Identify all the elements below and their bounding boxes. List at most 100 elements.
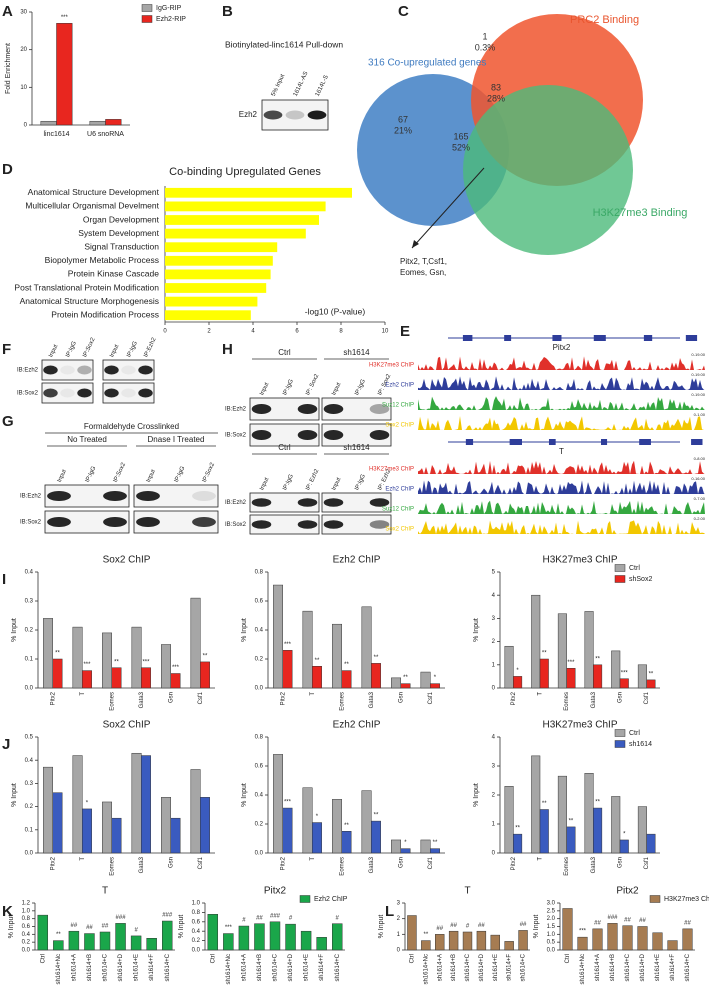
gene-exon bbox=[593, 335, 606, 341]
bar bbox=[99, 931, 111, 951]
track-signal bbox=[418, 416, 705, 430]
bar bbox=[170, 817, 181, 854]
lane-label: Input bbox=[331, 477, 342, 492]
group-label: Ctrl bbox=[278, 443, 291, 452]
y-tick-label: 4 bbox=[492, 593, 496, 599]
significance-label: # bbox=[134, 927, 138, 933]
bar bbox=[82, 670, 92, 689]
blot-frame bbox=[321, 514, 392, 535]
row-label: IB:Ezh2 bbox=[225, 500, 247, 506]
significance-label: * bbox=[316, 814, 319, 820]
bar bbox=[131, 626, 142, 689]
lane-label: IP:Sox2 bbox=[113, 461, 128, 483]
x-tick-label: Csf1 bbox=[428, 856, 434, 869]
y-tick-label: 0.8 bbox=[192, 910, 201, 916]
y-tick-label: 1 bbox=[492, 662, 496, 668]
significance-label: * bbox=[516, 668, 519, 674]
significance-label: ## bbox=[684, 920, 691, 926]
track-label: Sox2 ChIP bbox=[385, 527, 414, 533]
y-tick-label: 0.3 bbox=[25, 599, 34, 605]
x-tick-label: Gata3 bbox=[591, 691, 597, 708]
lane-label: IP:IgG bbox=[282, 473, 295, 491]
significance-label: ** bbox=[595, 656, 600, 662]
y-tick-label: 0.2 bbox=[255, 657, 264, 663]
blot-frame bbox=[321, 423, 392, 447]
x-tick-label: Gata3 bbox=[591, 856, 597, 873]
blot-band bbox=[251, 520, 272, 529]
bar bbox=[165, 228, 306, 239]
blot-band bbox=[104, 365, 119, 375]
significance-label: *** bbox=[567, 660, 575, 666]
venn-share: 52% bbox=[452, 142, 470, 152]
blot-band bbox=[77, 365, 92, 375]
blot-band bbox=[307, 110, 327, 120]
y-tick-label: 0.8 bbox=[255, 570, 264, 576]
x-tick-label: 6 bbox=[295, 329, 299, 335]
gene-exon bbox=[643, 335, 653, 341]
bar bbox=[37, 914, 49, 951]
y-tick-label: 3 bbox=[397, 901, 401, 907]
y-tick-label: 3 bbox=[492, 764, 496, 770]
y-tick-label: 5 bbox=[492, 570, 496, 576]
x-tick-label: Ctrl bbox=[210, 954, 216, 963]
bar bbox=[332, 623, 342, 689]
bar bbox=[200, 661, 210, 689]
bar bbox=[115, 923, 126, 951]
significance-label: *** bbox=[142, 659, 150, 665]
bar bbox=[361, 606, 372, 689]
blot-frame bbox=[133, 510, 219, 534]
bar bbox=[312, 822, 322, 854]
x-axis-label: -log10 (P-value) bbox=[305, 306, 366, 316]
row-label: IB:Ezh2 bbox=[17, 368, 39, 374]
group-label: Ctrl bbox=[278, 348, 291, 357]
bar bbox=[273, 754, 283, 854]
y-axis-label: % Input bbox=[241, 783, 248, 807]
bar bbox=[52, 792, 63, 854]
legend-label: H3K27me3 ChIP bbox=[664, 896, 709, 903]
panel-letter: J bbox=[2, 736, 10, 753]
bar bbox=[637, 664, 647, 689]
gene-exon bbox=[548, 439, 556, 445]
bar bbox=[557, 613, 567, 689]
blot-band bbox=[369, 498, 390, 507]
x-tick-label: sh1614+A bbox=[71, 954, 77, 981]
bar bbox=[102, 801, 112, 854]
bar bbox=[400, 683, 411, 689]
legend-label: Ctrl bbox=[629, 730, 640, 737]
y-tick-label: 0.6 bbox=[255, 599, 264, 605]
bar bbox=[531, 755, 541, 854]
blot-band bbox=[297, 520, 318, 529]
x-tick-label: T bbox=[310, 857, 316, 861]
bar bbox=[273, 584, 283, 689]
row-label: IB:Sox2 bbox=[17, 391, 39, 397]
x-tick-label: sh1614+C bbox=[521, 953, 527, 981]
bar bbox=[513, 676, 523, 689]
bar bbox=[448, 930, 459, 951]
gene-exon bbox=[504, 335, 512, 341]
lane-label: IP: Sox2 bbox=[305, 373, 320, 397]
y-axis-label: % Input bbox=[178, 915, 185, 939]
bar bbox=[200, 797, 210, 854]
track-label: Ezh2 ChIP bbox=[385, 487, 414, 493]
significance-label: ** bbox=[433, 840, 438, 846]
x-tick-label: sh1614+C bbox=[625, 953, 631, 981]
significance-label: ## bbox=[436, 926, 443, 932]
bar bbox=[622, 925, 633, 951]
x-tick-label: Gsn bbox=[168, 692, 174, 703]
legend-swatch bbox=[614, 729, 626, 737]
track-signal bbox=[418, 520, 705, 534]
x-tick-label: sh1614+B bbox=[257, 954, 263, 981]
significance-label: * bbox=[404, 840, 407, 846]
x-tick-label: sh1614+F bbox=[507, 954, 513, 981]
significance-label: ## bbox=[256, 915, 263, 921]
bar bbox=[490, 934, 500, 951]
x-tick-label: Gsn bbox=[168, 857, 174, 868]
blot-band bbox=[251, 430, 272, 440]
significance-label: ** bbox=[374, 655, 379, 661]
x-tick-label: Gsn bbox=[618, 692, 624, 703]
bar bbox=[539, 809, 549, 854]
y-tick-label: 1.0 bbox=[547, 932, 556, 938]
y-tick-label: Organ Development bbox=[83, 214, 160, 224]
blot-band bbox=[104, 388, 119, 398]
y-tick-label: 0.1 bbox=[25, 657, 34, 663]
